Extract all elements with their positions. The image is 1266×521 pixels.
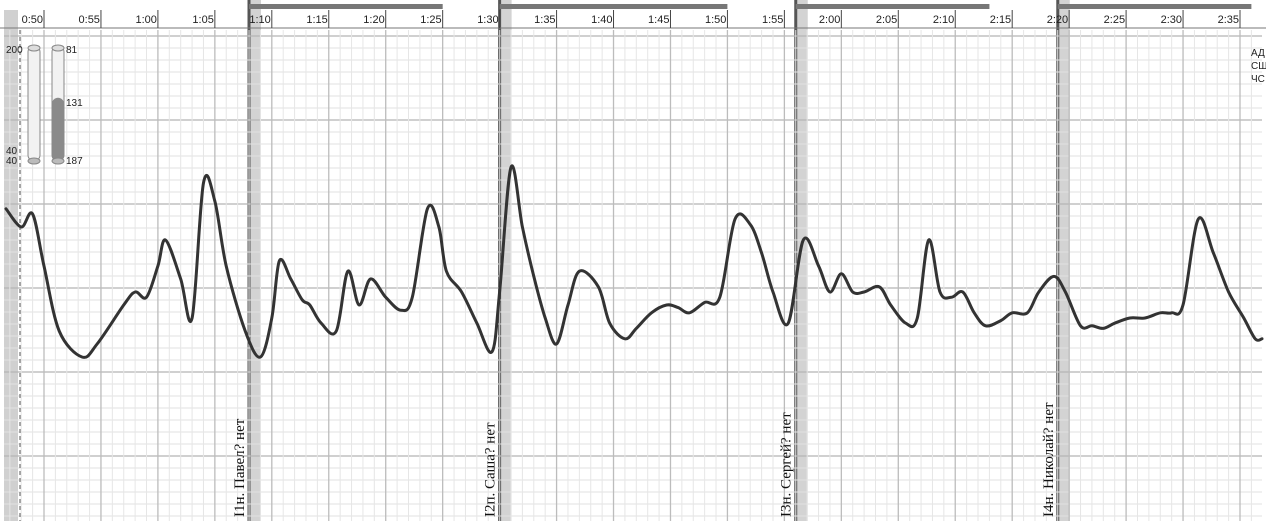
stimulus-band xyxy=(795,0,808,521)
gauge-2-bottom-label: 187 xyxy=(66,156,83,167)
tick-label: 1:30 xyxy=(477,14,498,26)
tick-label: 1:10 xyxy=(249,14,270,26)
question-label: I1н. Павел? нет xyxy=(232,418,248,517)
gauge-1-low-label: 40 xyxy=(6,146,18,157)
tick-label: 2:00 xyxy=(819,14,840,26)
stimulus-band xyxy=(499,0,512,521)
side-labels: АД СШ ЧС xyxy=(1251,48,1266,85)
tick-label: 1:45 xyxy=(648,14,669,26)
horizontal-grid xyxy=(4,35,1262,517)
tick-label: 2:25 xyxy=(1104,14,1125,26)
gauge-cap-bottom xyxy=(27,157,41,165)
vertical-grid xyxy=(9,30,1252,521)
top-time-bars xyxy=(0,4,1266,29)
gauge-1 xyxy=(27,44,41,165)
stimulus-band xyxy=(1057,0,1070,521)
tick-label: 2:30 xyxy=(1161,14,1182,26)
tick-label: 0:50 xyxy=(22,14,43,26)
tick-label: 1:20 xyxy=(363,14,384,26)
question-label: I2п. Саша? нет xyxy=(483,422,499,517)
gauge-2-mid-label: 131 xyxy=(66,98,83,109)
question-time-bar xyxy=(795,4,990,9)
side-label: СШ xyxy=(1251,61,1266,72)
question-time-bar xyxy=(499,4,728,9)
question-time-bar xyxy=(249,4,443,9)
tick-label: 0:55 xyxy=(79,14,100,26)
tick-label: 1:00 xyxy=(135,14,156,26)
tick-label: 1:05 xyxy=(192,14,213,26)
gauge-cap-top xyxy=(51,44,65,52)
gauge-2-top-label: 81 xyxy=(66,45,78,56)
side-label: АД xyxy=(1251,48,1265,59)
gauge-1-top-label: 200 xyxy=(6,45,23,56)
question-label: I4н. Николай? нет xyxy=(1041,402,1057,517)
question-label: I3н. Сергей? нет xyxy=(779,412,795,517)
tick-label: 1:15 xyxy=(306,14,327,26)
gauge-1-low-label: 40 xyxy=(6,156,18,167)
gauge-cap-bottom xyxy=(51,157,65,165)
stimulus-band xyxy=(249,0,262,521)
tick-label: 1:35 xyxy=(534,14,555,26)
gauge-2 xyxy=(51,44,65,165)
tick-label: 1:55 xyxy=(762,14,783,26)
tick-label: 1:40 xyxy=(591,14,612,26)
tick-label: 2:20 xyxy=(1047,14,1068,26)
tick-label: 2:10 xyxy=(933,14,954,26)
tick-label: 2:15 xyxy=(990,14,1011,26)
x-axis-ticks: 0:50 0:55 1:00 1:05 1:10 1:15 1:20 1:25 1:30 1:35… xyxy=(22,10,1241,28)
question-time-bar xyxy=(1057,4,1252,9)
stimulus-band-start xyxy=(4,10,18,521)
question-labels: I1н. Павел? нет I2п. Саша? нет I3н. Сергей… xyxy=(232,402,1057,517)
gauge-tube xyxy=(27,45,41,162)
tick-label: 2:05 xyxy=(876,14,897,26)
series-line-trace xyxy=(4,164,1264,359)
stimulus-bands xyxy=(4,0,1070,521)
tick-label: 1:50 xyxy=(705,14,726,26)
side-label: ЧС xyxy=(1251,74,1265,85)
gauge-cap-top xyxy=(27,44,41,52)
gauge-fill xyxy=(52,97,64,161)
tick-label: 2:35 xyxy=(1218,14,1239,26)
tick-label: 1:25 xyxy=(420,14,441,26)
